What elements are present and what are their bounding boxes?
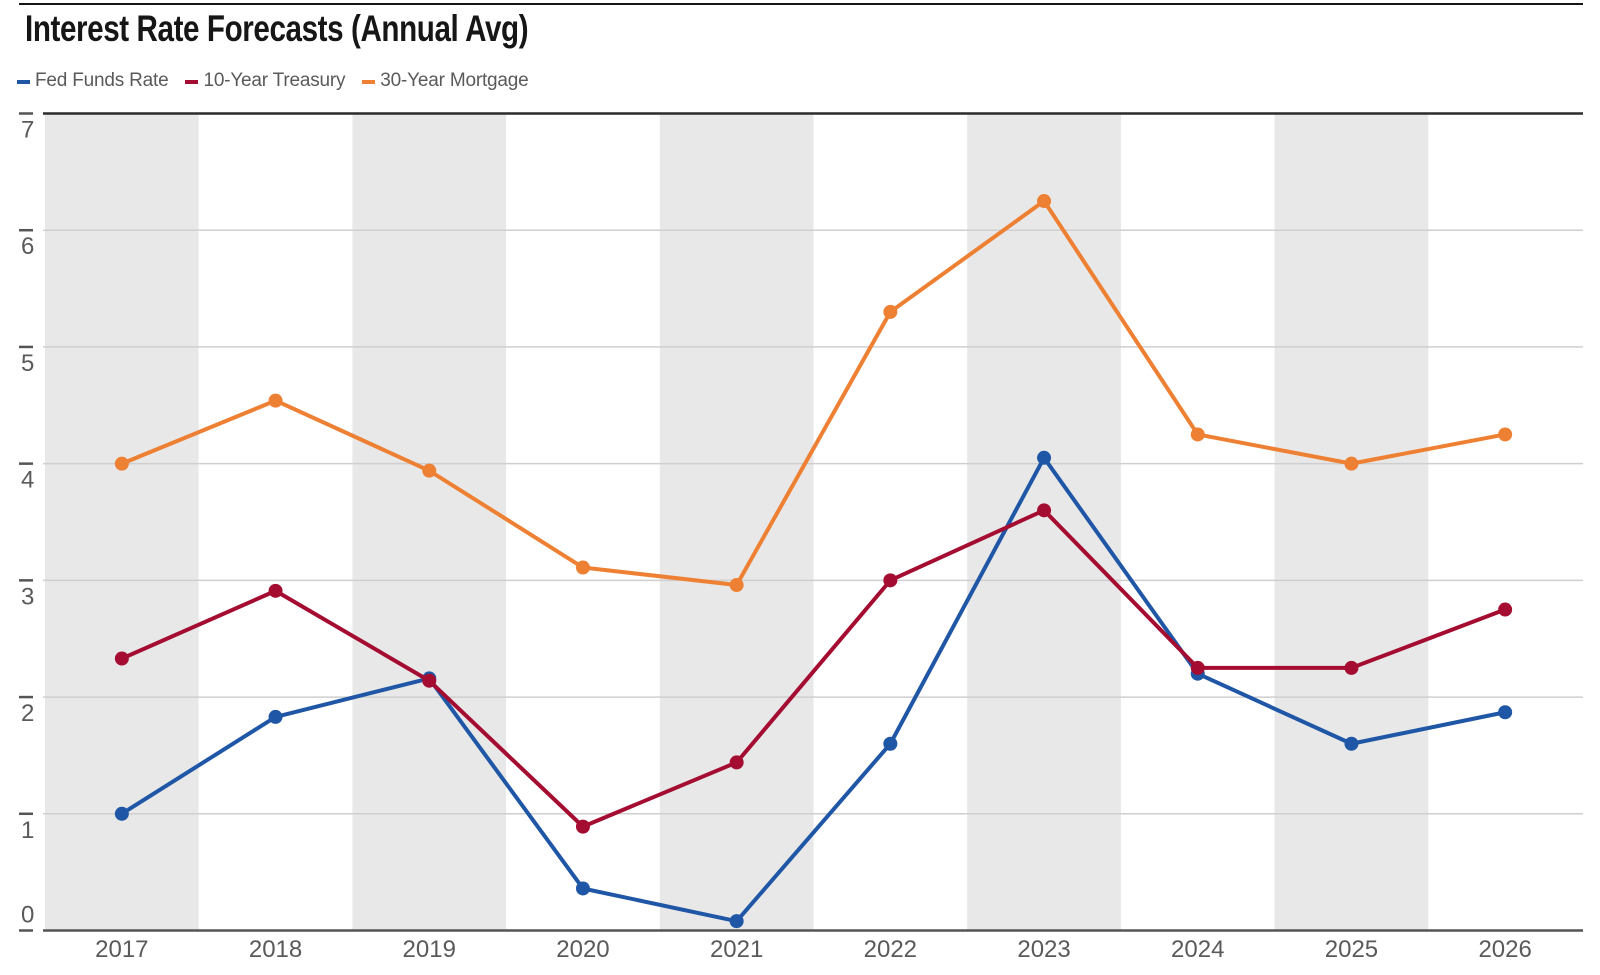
data-point-fed-funds-rate-2018 xyxy=(268,709,283,724)
data-point-10-year-treasury-2017 xyxy=(114,651,129,666)
data-point-fed-funds-rate-2017 xyxy=(114,806,129,821)
data-point-10-year-treasury-2018 xyxy=(268,583,283,598)
year-band-2025 xyxy=(1274,113,1429,931)
x-axis-label: 2024 xyxy=(1171,936,1224,963)
data-point-30-year-mortgage-2020 xyxy=(575,560,590,575)
data-point-10-year-treasury-2020 xyxy=(575,819,590,834)
y-axis-tick xyxy=(19,579,33,582)
data-point-fed-funds-rate-2022 xyxy=(883,736,898,751)
legend-swatch-icon xyxy=(17,80,30,84)
year-band-2021 xyxy=(659,113,814,931)
y-axis-tick xyxy=(19,228,33,232)
legend-swatch-icon xyxy=(185,80,199,84)
y-axis-tick xyxy=(19,462,33,465)
data-point-30-year-mortgage-2017 xyxy=(114,456,129,471)
data-point-30-year-mortgage-2021 xyxy=(729,578,744,593)
y-axis-label: 2 xyxy=(21,700,34,727)
x-axis-label: 2017 xyxy=(95,936,148,963)
y-axis-label: 5 xyxy=(21,350,34,377)
x-axis-label: 2025 xyxy=(1325,936,1378,963)
x-axis-label: 2018 xyxy=(249,936,302,963)
y-axis-label: 0 xyxy=(21,902,34,929)
y-axis-tick xyxy=(19,112,33,115)
y-axis-label: 6 xyxy=(21,233,34,260)
data-point-10-year-treasury-2023 xyxy=(1037,503,1052,518)
data-point-10-year-treasury-2026 xyxy=(1498,602,1513,617)
legend-label: 10-Year Treasury xyxy=(203,70,346,91)
x-axis-label: 2020 xyxy=(556,936,609,963)
data-point-30-year-mortgage-2022 xyxy=(883,304,898,319)
series-line-fed-funds-rate xyxy=(119,455,1508,924)
x-axis-label: 2023 xyxy=(1017,936,1070,963)
year-band-2017 xyxy=(45,113,199,931)
legend-label: Fed Funds Rate xyxy=(35,70,169,91)
y-axis-label: 7 xyxy=(21,117,34,144)
y-axis-label: 1 xyxy=(21,817,34,844)
chart-legend: Fed Funds Rate 10-Year Treasury 30-Year Mo… xyxy=(17,70,529,92)
data-point-fed-funds-rate-2023 xyxy=(1037,450,1052,465)
data-point-fed-funds-rate-2020 xyxy=(575,881,590,896)
x-axis-label: 2022 xyxy=(864,936,917,963)
data-point-fed-funds-rate-2026 xyxy=(1498,705,1513,720)
title-rule xyxy=(19,3,1583,5)
data-point-10-year-treasury-2024 xyxy=(1190,660,1205,675)
y-axis-label: 4 xyxy=(21,467,34,494)
legend-swatch-icon xyxy=(362,80,376,84)
data-point-30-year-mortgage-2026 xyxy=(1498,427,1513,442)
legend-item-fed-funds-rate: Fed Funds Rate xyxy=(17,70,169,92)
data-point-30-year-mortgage-2018 xyxy=(268,393,283,408)
legend-label: 30-Year Mortgage xyxy=(380,70,529,91)
data-point-fed-funds-rate-2021 xyxy=(729,914,744,929)
x-axis-label: 2019 xyxy=(403,936,456,963)
series-line-10-year-treasury xyxy=(119,508,1508,829)
y-axis-tick xyxy=(19,929,33,932)
legend-item-30-year-mortgage: 30-Year Mortgage xyxy=(362,70,529,92)
data-point-30-year-mortgage-2019 xyxy=(422,463,437,478)
x-axis-label: 2026 xyxy=(1478,936,1531,963)
y-axis-label: 3 xyxy=(21,583,34,610)
y-axis-tick xyxy=(19,812,33,816)
chart-title: Interest Rate Forecasts (Annual Avg) xyxy=(25,8,529,49)
data-point-fed-funds-rate-2025 xyxy=(1344,736,1359,751)
data-point-10-year-treasury-2022 xyxy=(883,573,898,588)
data-point-10-year-treasury-2021 xyxy=(729,755,744,770)
y-axis-tick xyxy=(19,345,33,349)
y-axis-tick xyxy=(19,695,33,699)
data-point-30-year-mortgage-2025 xyxy=(1344,456,1359,471)
data-point-30-year-mortgage-2024 xyxy=(1190,427,1205,442)
data-point-10-year-treasury-2019 xyxy=(422,673,437,688)
data-point-10-year-treasury-2025 xyxy=(1344,660,1359,675)
year-band-2023 xyxy=(967,113,1121,931)
series-line-30-year-mortgage xyxy=(119,199,1508,588)
data-point-30-year-mortgage-2023 xyxy=(1037,194,1052,209)
year-band-2019 xyxy=(352,113,507,931)
legend-item-10-year-treasury: 10-Year Treasury xyxy=(185,70,345,92)
x-axis-label: 2021 xyxy=(710,936,763,963)
